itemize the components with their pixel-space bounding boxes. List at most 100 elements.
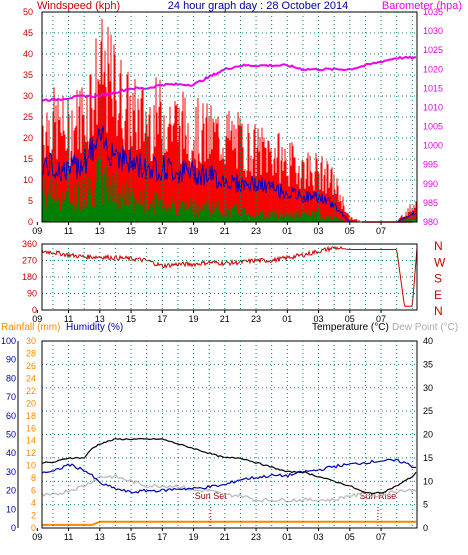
rainfall-axis-title: Rainfall (mm) — [1, 322, 60, 333]
direction-xtick-label: 15 — [126, 314, 136, 324]
barometer-tick-label: 1005 — [423, 122, 443, 132]
direction-xtick-label: 11 — [64, 314, 73, 324]
compass-label: E — [434, 288, 442, 302]
direction-xtick-label: 09 — [32, 314, 42, 324]
temperature-tick-label: 35 — [423, 359, 433, 369]
wind-xtick-label: 23 — [251, 226, 261, 236]
wind-tick-label: 35 — [23, 70, 33, 80]
wind-xtick-label: 07 — [376, 226, 386, 236]
rainfall-tick-label: 22 — [26, 386, 36, 396]
humidity-axis-title: Humidity (%) — [66, 322, 123, 333]
barometer-tick-label: 990 — [423, 179, 438, 189]
wind-tick-label: 5 — [28, 196, 33, 206]
rainfall-tick-label: 30 — [26, 336, 36, 346]
temp-xtick-label: 15 — [126, 532, 136, 542]
wind-direction-line — [41, 245, 418, 307]
wind-panel: 0510152025303540455098098599099510001005… — [23, 7, 443, 236]
wind-xtick-label: 21 — [220, 226, 230, 236]
humidity-tick-label: 30 — [6, 467, 16, 477]
barometer-tick-label: 1000 — [423, 141, 443, 151]
temp-xtick-label: 13 — [95, 532, 105, 542]
barometer-line — [41, 55, 417, 102]
wind-tick-label: 50 — [23, 7, 33, 17]
barometer-tick-label: 995 — [423, 160, 438, 170]
wind-tick-label: 30 — [23, 91, 33, 101]
direction-xtick-label: 19 — [189, 314, 199, 324]
humidity-tick-label: 40 — [6, 448, 16, 458]
wind-xtick-label: 01 — [282, 226, 292, 236]
temp-xtick-label: 19 — [189, 532, 199, 542]
direction-xtick-label: 03 — [314, 314, 324, 324]
dewpoint-axis-title: Dew Point (°C) — [392, 322, 458, 333]
temperature-panel: 0510152025303540010203040506070809010002… — [1, 336, 433, 542]
rainfall-tick-label: 2 — [31, 511, 36, 521]
humidity-tick-label: 100 — [1, 336, 16, 346]
rainfall-tick-label: 20 — [26, 398, 36, 408]
wind-tick-label: 15 — [23, 154, 33, 164]
wind-tick-label: 10 — [23, 175, 33, 185]
rainfall-tick-label: 14 — [26, 436, 36, 446]
temp-xtick-label: 07 — [376, 532, 386, 542]
barometer-tick-label: 1025 — [423, 45, 443, 55]
humidity-tick-label: 20 — [6, 486, 16, 496]
compass-label: N — [434, 304, 443, 318]
rainfall-tick-label: 16 — [26, 423, 36, 433]
wind-tick-label: 20 — [23, 133, 33, 143]
temperature-tick-label: 20 — [423, 430, 433, 440]
humidity-tick-label: 50 — [6, 430, 16, 440]
direction-tick-label: 270 — [22, 256, 37, 266]
graph-date-title: 24 hour graph day : 28 October 2014 — [168, 0, 348, 12]
windspeed-axis-title: Windspeed (kph) — [37, 0, 120, 12]
rainfall-tick-label: 6 — [31, 486, 36, 496]
dewpoint-line — [41, 474, 417, 503]
barometer-axis-title: Barometer (hpa) — [382, 0, 462, 12]
barometer-tick-label: 1015 — [423, 83, 443, 93]
humidity-tick-label: 60 — [6, 411, 16, 421]
compass-label: N — [434, 239, 443, 253]
rainfall-tick-label: 8 — [31, 473, 36, 483]
direction-tick-label: 180 — [22, 272, 37, 282]
wind-xtick-label: 03 — [314, 226, 324, 236]
temperature-tick-label: 15 — [423, 453, 433, 463]
rainfall-tick-label: 0 — [31, 523, 36, 533]
direction-xtick-label: 23 — [251, 314, 261, 324]
temp-xtick-label: 09 — [32, 532, 42, 542]
wind-xtick-label: 13 — [95, 226, 105, 236]
temp-xtick-label: 11 — [64, 532, 73, 542]
rainfall-tick-label: 26 — [26, 361, 36, 371]
humidity-tick-label: 80 — [6, 373, 16, 383]
temperature-tick-label: 10 — [423, 476, 433, 486]
barometer-tick-label: 1030 — [423, 26, 443, 36]
compass-label: W — [434, 255, 446, 269]
wind-tick-label: 25 — [23, 112, 33, 122]
direction-tick-label: 360 — [22, 239, 37, 249]
wind-frame — [41, 11, 418, 223]
wind-xtick-label: 15 — [126, 226, 136, 236]
temp-xtick-label: 01 — [282, 532, 292, 542]
temperature-tick-label: 5 — [423, 500, 428, 510]
rainfall-tick-label: 10 — [26, 461, 36, 471]
wind-tick-label: 45 — [23, 28, 33, 38]
temp-xtick-label: 17 — [157, 532, 167, 542]
wind-xtick-label: 19 — [189, 226, 199, 236]
humidity-line — [41, 458, 417, 494]
barometer-tick-label: 985 — [423, 198, 438, 208]
humidity-tick-label: 0 — [11, 523, 16, 533]
wind-tick-label: 0 — [28, 217, 33, 227]
barometer-tick-label: 980 — [423, 217, 438, 227]
temp-xtick-label: 23 — [251, 532, 261, 542]
temp-frame — [41, 340, 418, 529]
direction-xtick-label: 01 — [282, 314, 292, 324]
temperature-tick-label: 40 — [423, 336, 433, 346]
wind-tick-label: 40 — [23, 49, 33, 59]
direction-xtick-label: 21 — [220, 314, 230, 324]
barometer-tick-label: 1020 — [423, 64, 443, 74]
direction-tick-label: 0 — [32, 305, 37, 315]
rainfall-line — [42, 520, 416, 526]
temp-xtick-label: 21 — [220, 532, 230, 542]
humidity-tick-label: 10 — [6, 504, 16, 514]
direction-xtick-label: 13 — [95, 314, 105, 324]
temperature-line — [41, 437, 417, 495]
